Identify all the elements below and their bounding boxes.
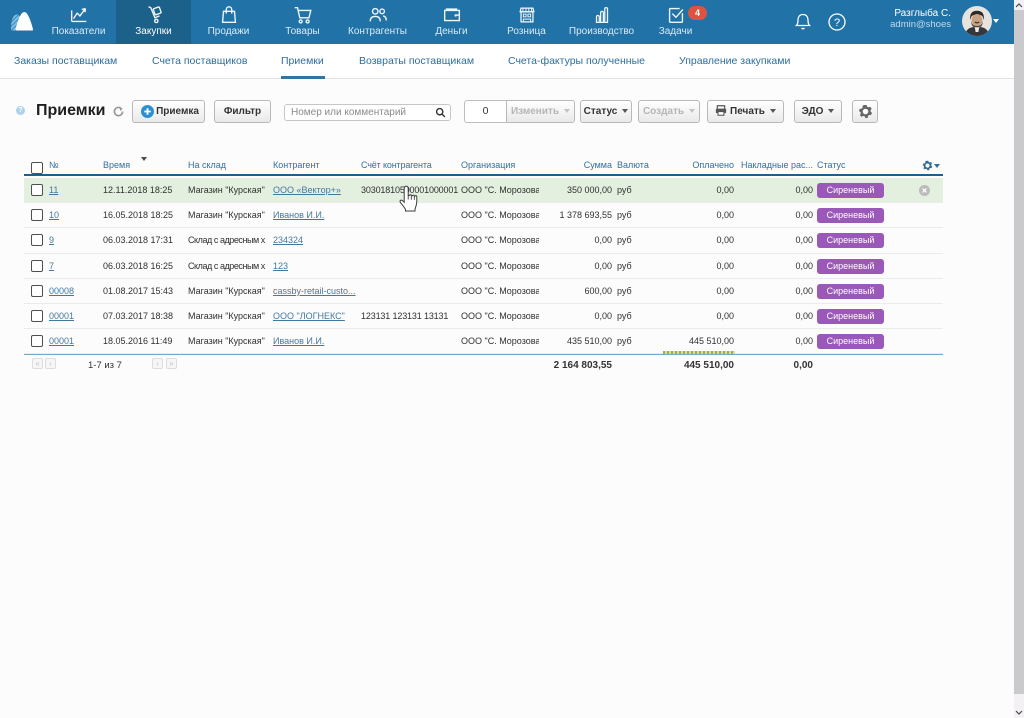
svg-text:?: ? [834,17,840,29]
